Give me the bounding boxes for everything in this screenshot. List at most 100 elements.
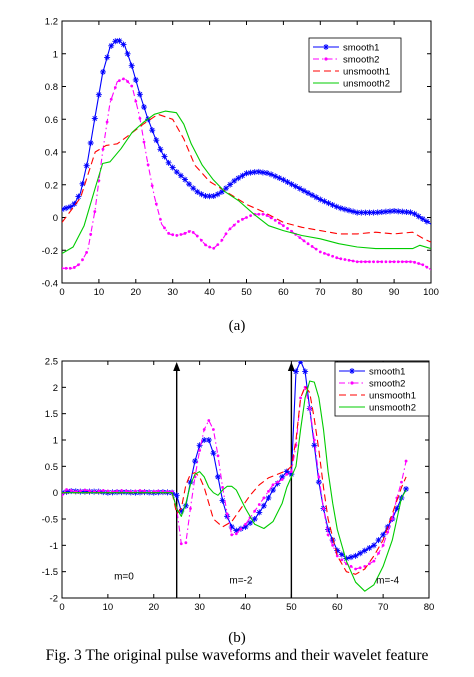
data-point-smooth1 [104,54,111,61]
y-tick-label: 0.5 [45,462,58,473]
x-tick-label: 10 [103,602,114,613]
data-point-smooth1 [224,513,231,520]
data-point-smooth2 [225,512,229,516]
x-tick-label: 80 [424,602,435,613]
data-point-smooth1 [374,209,381,216]
data-point-smooth1 [247,169,254,176]
data-point-smooth2 [198,449,202,452]
data-point-smooth2 [318,250,322,254]
x-tick-label: 60 [278,287,289,298]
data-point-smooth2 [106,489,110,493]
data-point-smooth1 [194,188,201,195]
data-point-smooth2 [302,239,306,243]
data-point-smooth1 [391,207,398,214]
data-point-smooth1 [297,361,304,364]
data-point-smooth1 [81,488,88,495]
data-point-smooth1 [346,207,352,214]
data-point-smooth2 [277,221,281,225]
data-point-smooth2 [241,217,244,221]
data-point-smooth1 [161,153,168,160]
data-point-smooth2 [154,202,158,206]
data-point-smooth1 [407,209,414,216]
data-point-smooth1 [124,50,131,57]
data-point-smooth2 [343,258,347,261]
data-point-smooth1 [333,203,340,210]
data-point-smooth1 [227,181,234,188]
annotation-label: m=-2 [229,575,253,586]
data-point-smooth2 [124,489,128,493]
data-point-smooth1 [302,368,309,375]
data-point-smooth2 [257,503,261,506]
y-tick-label: 1 [53,49,58,60]
data-point-smooth2 [221,486,224,489]
data-point-smooth1 [357,550,364,557]
data-point-smooth2 [81,258,84,262]
data-point-smooth2 [261,212,265,216]
data-point-smooth2 [265,214,269,217]
data-point-smooth1 [317,196,324,203]
data-point-smooth2 [195,234,199,238]
data-point-smooth2 [85,251,88,254]
data-point-smooth2 [200,238,203,242]
data-point-smooth1 [202,193,209,200]
data-point-smooth1 [210,193,217,200]
x-tick-label: 40 [204,287,215,298]
data-point-smooth2 [138,489,142,492]
x-tick-label: 20 [131,287,142,298]
data-point-smooth1 [235,175,242,182]
data-point-smooth2 [308,407,312,410]
data-point-smooth2 [184,541,188,545]
data-point-smooth2 [216,454,220,458]
data-point-smooth2 [285,472,289,476]
data-point-smooth2 [367,562,371,566]
data-point-smooth1 [350,208,357,215]
data-point-smooth2 [417,262,421,265]
data-point-smooth2 [156,489,160,493]
y-tick-label: -0.5 [42,515,58,526]
data-point-smooth2 [232,223,236,227]
legend-marker [349,368,355,374]
series-layer [62,37,431,271]
data-point-smooth2 [392,260,396,264]
x-tick-label: 60 [332,602,343,613]
data-point-smooth2 [289,470,293,473]
data-point-smooth1 [251,169,258,176]
data-point-smooth2 [101,489,105,492]
legend-label: smooth1 [369,367,405,378]
data-point-smooth2 [327,253,330,257]
data-point-smooth2 [78,489,82,493]
data-point-smooth2 [163,226,166,230]
x-tick-label: 50 [241,287,252,298]
data-point-smooth1 [67,203,74,210]
data-point-smooth2 [83,488,87,492]
data-point-smooth2 [236,220,240,223]
data-point-smooth1 [83,162,90,169]
data-point-smooth1 [280,176,287,183]
data-point-smooth2 [349,565,353,568]
marker-arrow-head [287,362,295,371]
data-point-smooth1 [196,442,203,449]
series-line-unsmooth1 [62,113,431,243]
legend-label: smooth2 [369,379,405,390]
data-point-smooth1 [79,180,86,187]
data-point-smooth2 [253,509,257,513]
data-point-smooth2 [118,79,121,83]
data-point-smooth2 [372,559,376,563]
data-point-smooth2 [171,233,175,237]
data-point-smooth2 [404,459,408,463]
data-point-smooth1 [329,537,336,544]
data-point-smooth2 [413,260,416,264]
data-point-smooth1 [190,185,197,192]
data-point-smooth1 [223,185,229,192]
data-point-smooth2 [224,232,228,236]
data-point-smooth2 [207,419,211,422]
x-tick-label: 20 [148,602,159,613]
data-point-smooth1 [157,146,164,153]
data-point-smooth1 [378,209,385,216]
data-point-smooth1 [393,505,400,512]
data-point-smooth1 [173,169,180,176]
data-point-smooth2 [306,242,310,246]
data-point-smooth1 [283,468,290,475]
data-point-smooth1 [264,170,270,177]
data-point-smooth2 [69,489,73,492]
